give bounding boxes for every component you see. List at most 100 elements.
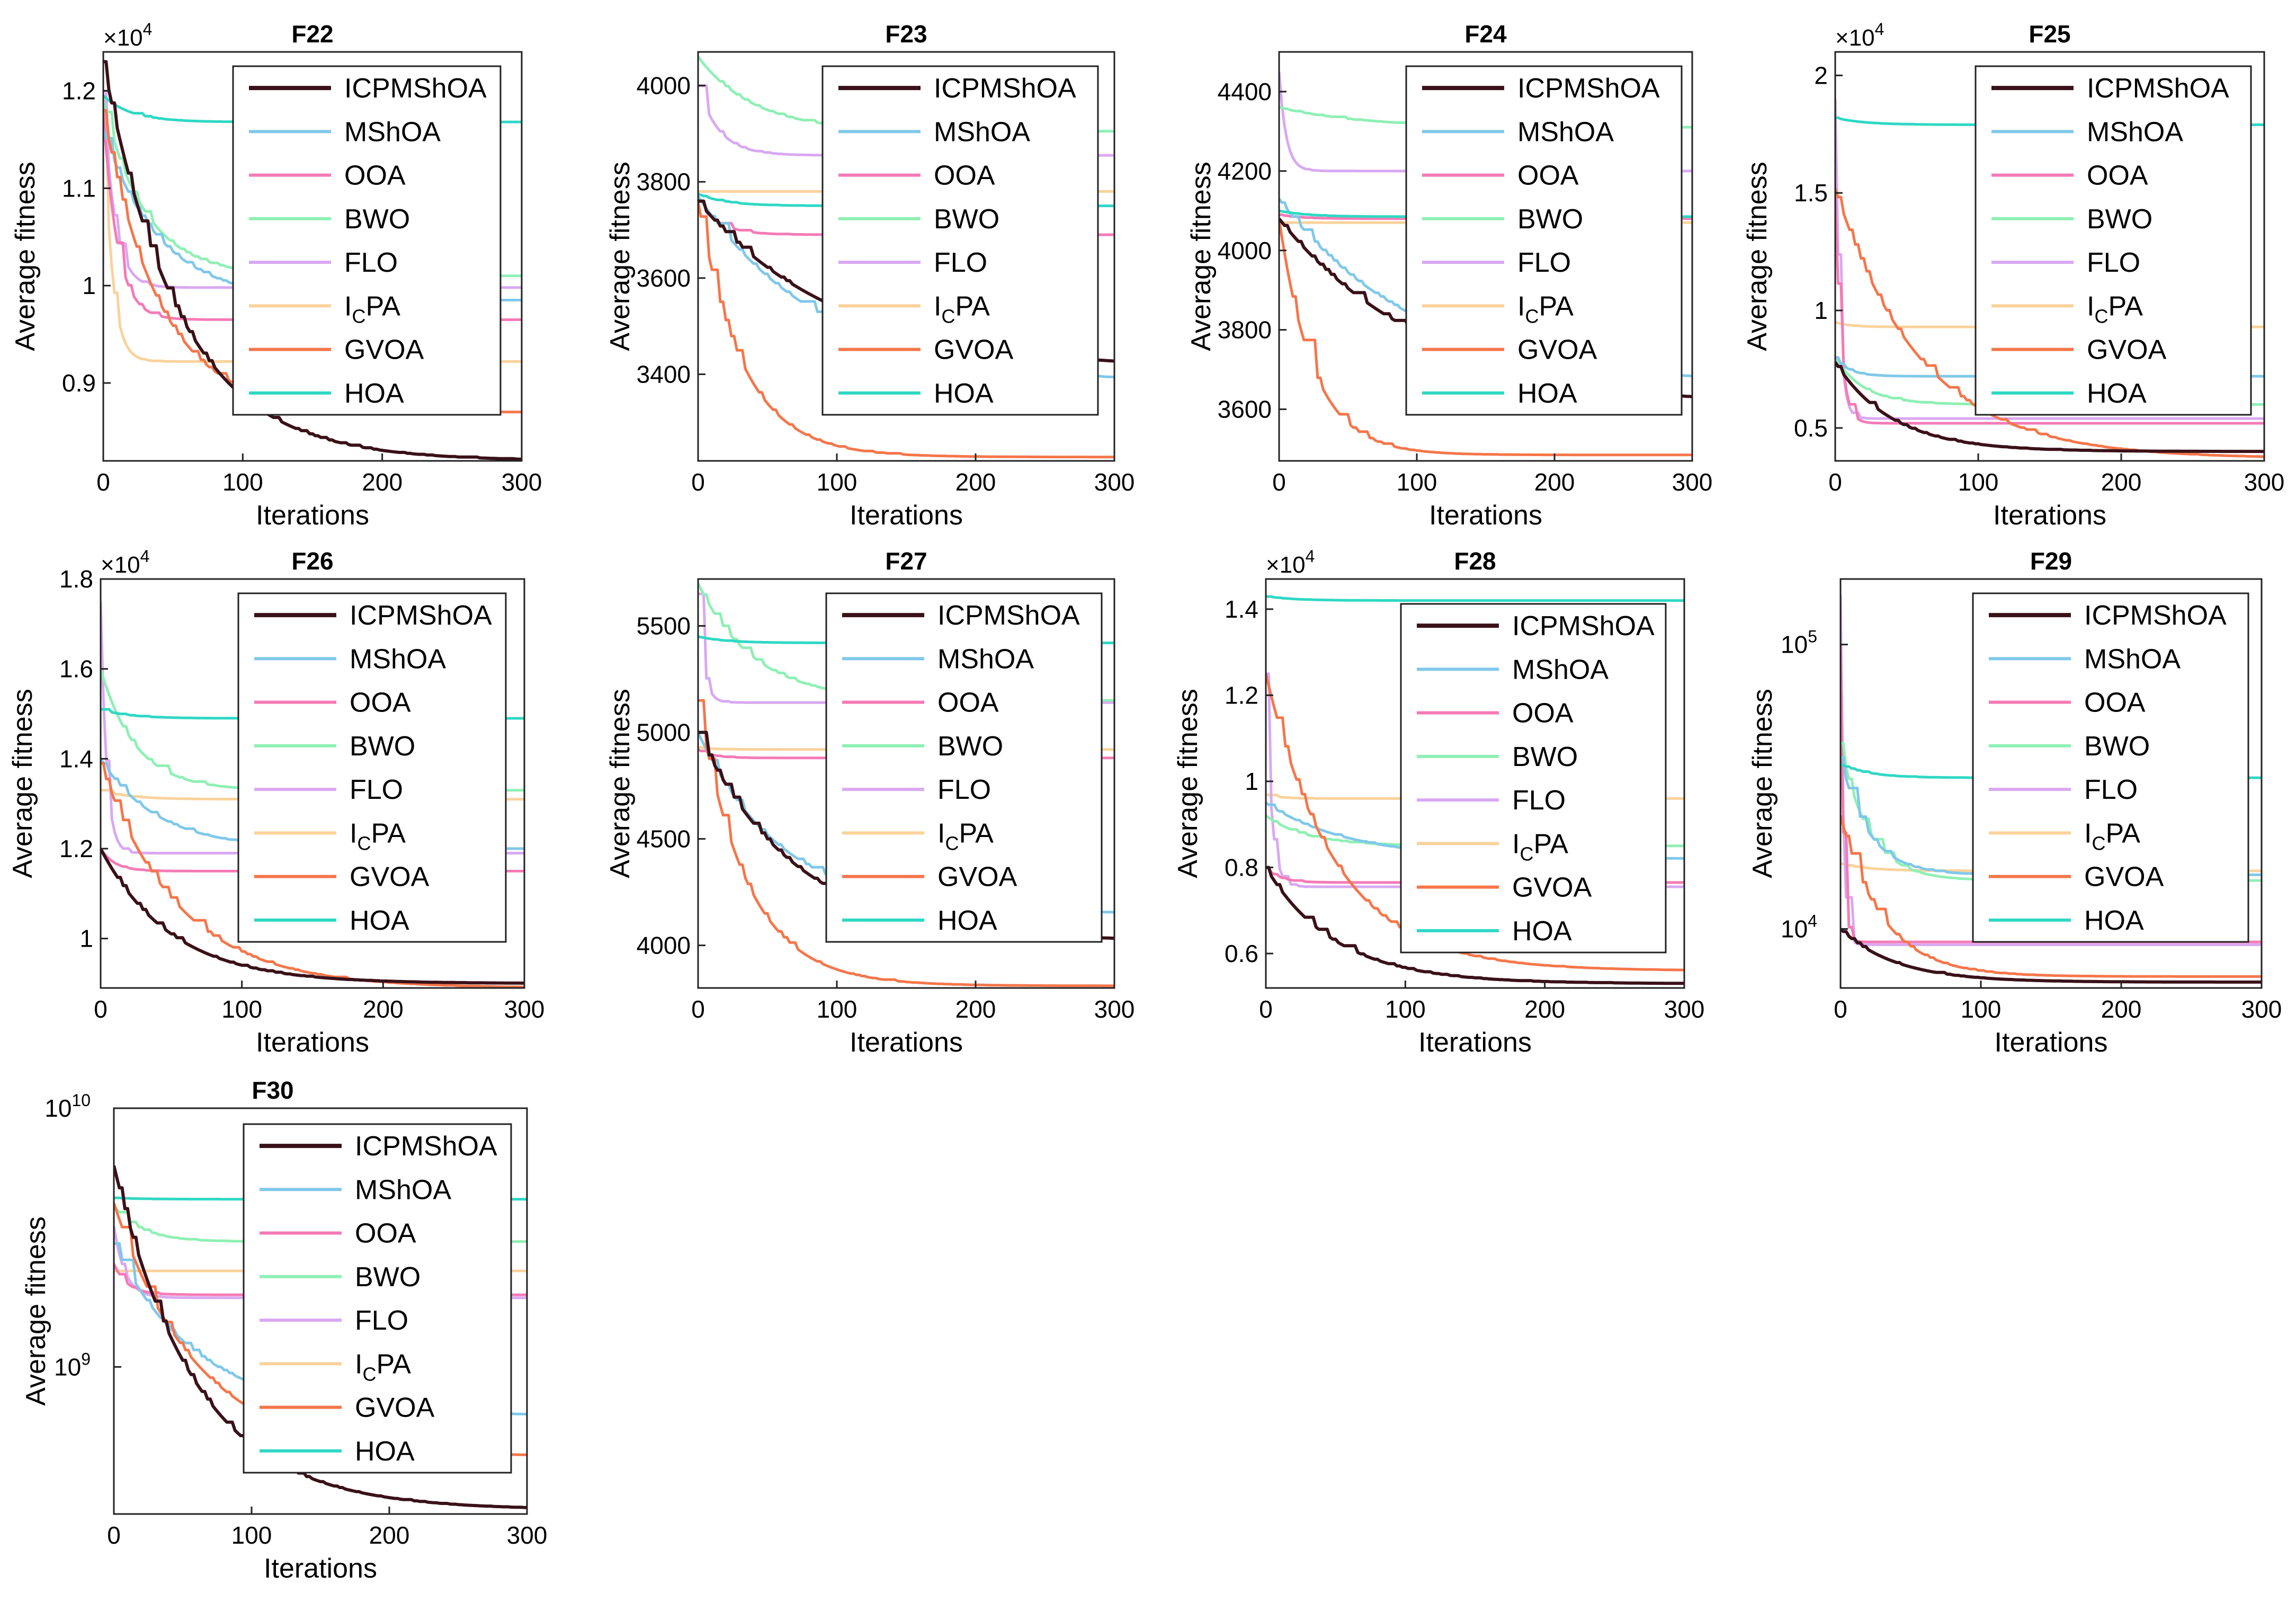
panel-title: F29 — [2030, 547, 2072, 575]
y-multiplier: ×104 — [101, 547, 149, 578]
series-line-gvoa — [1279, 218, 1692, 457]
axes-frame — [697, 51, 1115, 462]
y-tick-label: 1.5 — [1794, 179, 1828, 207]
legend-label-gvoa: GVOA — [934, 335, 1014, 366]
legend-label-hoa: HOA — [2084, 905, 2144, 936]
x-tick-label: 100 — [1397, 468, 1437, 496]
axes-frame — [102, 51, 523, 462]
x-tick-label: 100 — [817, 468, 857, 496]
legend-label-ooa: OOA — [2087, 161, 2148, 191]
legend-label-icpmshoa: ICPMShOA — [2087, 73, 2229, 104]
legend-label-icpmshoa: ICPMShOA — [344, 73, 487, 104]
x-tick-label: 300 — [1664, 995, 1705, 1023]
legend-label-flo: FLO — [355, 1305, 408, 1336]
y-tick-label: 1.2 — [62, 77, 96, 105]
x-axis-label: Iterations — [256, 500, 369, 531]
legend-label-ooa: OOA — [350, 688, 411, 718]
legend-label-mshoa: MShOA — [1512, 654, 1609, 685]
legend-label-mshoa: MShOA — [355, 1174, 451, 1205]
y-tick-label: 0.9 — [62, 369, 96, 397]
legend-label-hoa: HOA — [350, 905, 409, 936]
x-tick-label: 100 — [1958, 468, 1999, 496]
y-tick-label: 4400 — [1218, 78, 1272, 105]
axes-frame — [1265, 578, 1685, 989]
legend-label-ooa: OOA — [934, 161, 995, 191]
legend-label-mshoa: MShOA — [1517, 117, 1614, 147]
y-tick-exponent: 4 — [1808, 912, 1817, 931]
legend-label-bwo: BWO — [2084, 731, 2150, 762]
y-axis-label: Average fitness — [1742, 162, 1773, 351]
legend-label-flo: FLO — [937, 774, 991, 805]
legend-label-bwo: BWO — [350, 731, 415, 762]
y-tick-label: 5000 — [637, 719, 691, 746]
panel-title: F23 — [885, 20, 927, 48]
series-line-gvoa — [1835, 188, 2264, 458]
legend-label-bwo: BWO — [355, 1262, 421, 1293]
y-tick-label: 1 — [1245, 768, 1258, 795]
axes-frame — [1839, 578, 2263, 989]
y-axis-label: Average fitness — [1173, 689, 1203, 878]
y-tick-label: 1.2 — [59, 835, 93, 862]
legend-label-icpmshoa: ICPMShOA — [1517, 73, 1660, 104]
y-tick-label: 105 — [1781, 627, 1817, 658]
x-axis-label: Iterations — [850, 500, 963, 531]
legend-label-mshoa: MShOA — [350, 644, 446, 674]
legend-label-icpmshoa: ICPMShOA — [937, 600, 1080, 631]
y-axis-label: Average fitness — [605, 689, 636, 878]
y-tick-label: 0.6 — [1225, 940, 1258, 967]
legend-label-gvoa: GVOA — [1512, 872, 1592, 903]
legend-label-ooa: OOA — [937, 688, 999, 718]
y-tick-label: 4200 — [1218, 157, 1272, 185]
panel-f28: 0 100 200 300 0.6 0.8 1 1.2 1.4 ×104 F28 Iterations… — [1173, 547, 1704, 1058]
legend-label-bwo: BWO — [2087, 204, 2152, 235]
legend-label-bwo: BWO — [1512, 742, 1578, 772]
y-axis-label: Average fitness — [605, 162, 636, 351]
x-tick-label: 0 — [94, 995, 108, 1023]
y-multiplier-exponent: 4 — [1875, 20, 1884, 39]
y-tick-exponent: 10 — [72, 1091, 91, 1110]
legend-label-hoa: HOA — [934, 378, 994, 409]
series-line-icpmshoa — [101, 848, 524, 985]
legend-label-flo: FLO — [350, 774, 403, 805]
legend-label-icpmshoa: ICPMShOA — [1512, 611, 1655, 642]
legend-label-ooa: OOA — [1512, 698, 1574, 729]
series-line-gvoa — [698, 699, 1114, 987]
y-tick-label: 3600 — [1218, 396, 1272, 423]
x-tick-label: 0 — [691, 468, 705, 496]
series-line-icpmshoa — [103, 60, 522, 461]
y-tick-label: 1.2 — [1225, 681, 1258, 709]
legend-label-flo: FLO — [1512, 785, 1566, 816]
y-multiplier: ×104 — [1835, 20, 1884, 51]
x-tick-label: 0 — [1834, 995, 1847, 1023]
legend-label-mshoa: MShOA — [2084, 644, 2181, 674]
panel-f23: 0 100 200 300 3400 3600 3800 4000 F23 Iterations A… — [605, 20, 1134, 531]
y-tick-label: 2 — [1814, 61, 1828, 89]
y-tick-label: 3600 — [637, 264, 691, 292]
axes-frame — [100, 578, 525, 989]
legend-label-flo: FLO — [2087, 247, 2140, 278]
legend-label-hoa: HOA — [2087, 378, 2147, 409]
y-multiplier: ×104 — [103, 20, 152, 51]
panel-f29: 0 100 200 300 104 105 F29 Iterations Average fit… — [1747, 547, 2282, 1058]
x-tick-label: 300 — [1094, 468, 1135, 496]
panel-title: F30 — [252, 1076, 293, 1104]
y-tick-label: 1 — [82, 272, 96, 299]
series-line-gvoa — [1266, 673, 1684, 972]
legend-label-hoa: HOA — [1517, 378, 1577, 409]
panel-f25: 0 100 200 300 0.5 1 1.5 2×104 F25 Iterations Avera… — [1742, 20, 2284, 531]
legend-label-hoa: HOA — [355, 1436, 415, 1467]
legend-label-mshoa: MShOA — [937, 644, 1034, 674]
series-line-icpmshoa — [1266, 866, 1684, 985]
y-tick-label: 3800 — [637, 168, 691, 195]
y-axis-label: Average fitness — [21, 1216, 51, 1405]
x-tick-label: 300 — [504, 995, 545, 1023]
y-tick-label: 1010 — [44, 1091, 91, 1122]
y-multiplier-exponent: 4 — [1306, 547, 1315, 566]
legend-label-gvoa: GVOA — [2087, 335, 2167, 366]
legend-label-ooa: OOA — [344, 161, 406, 191]
